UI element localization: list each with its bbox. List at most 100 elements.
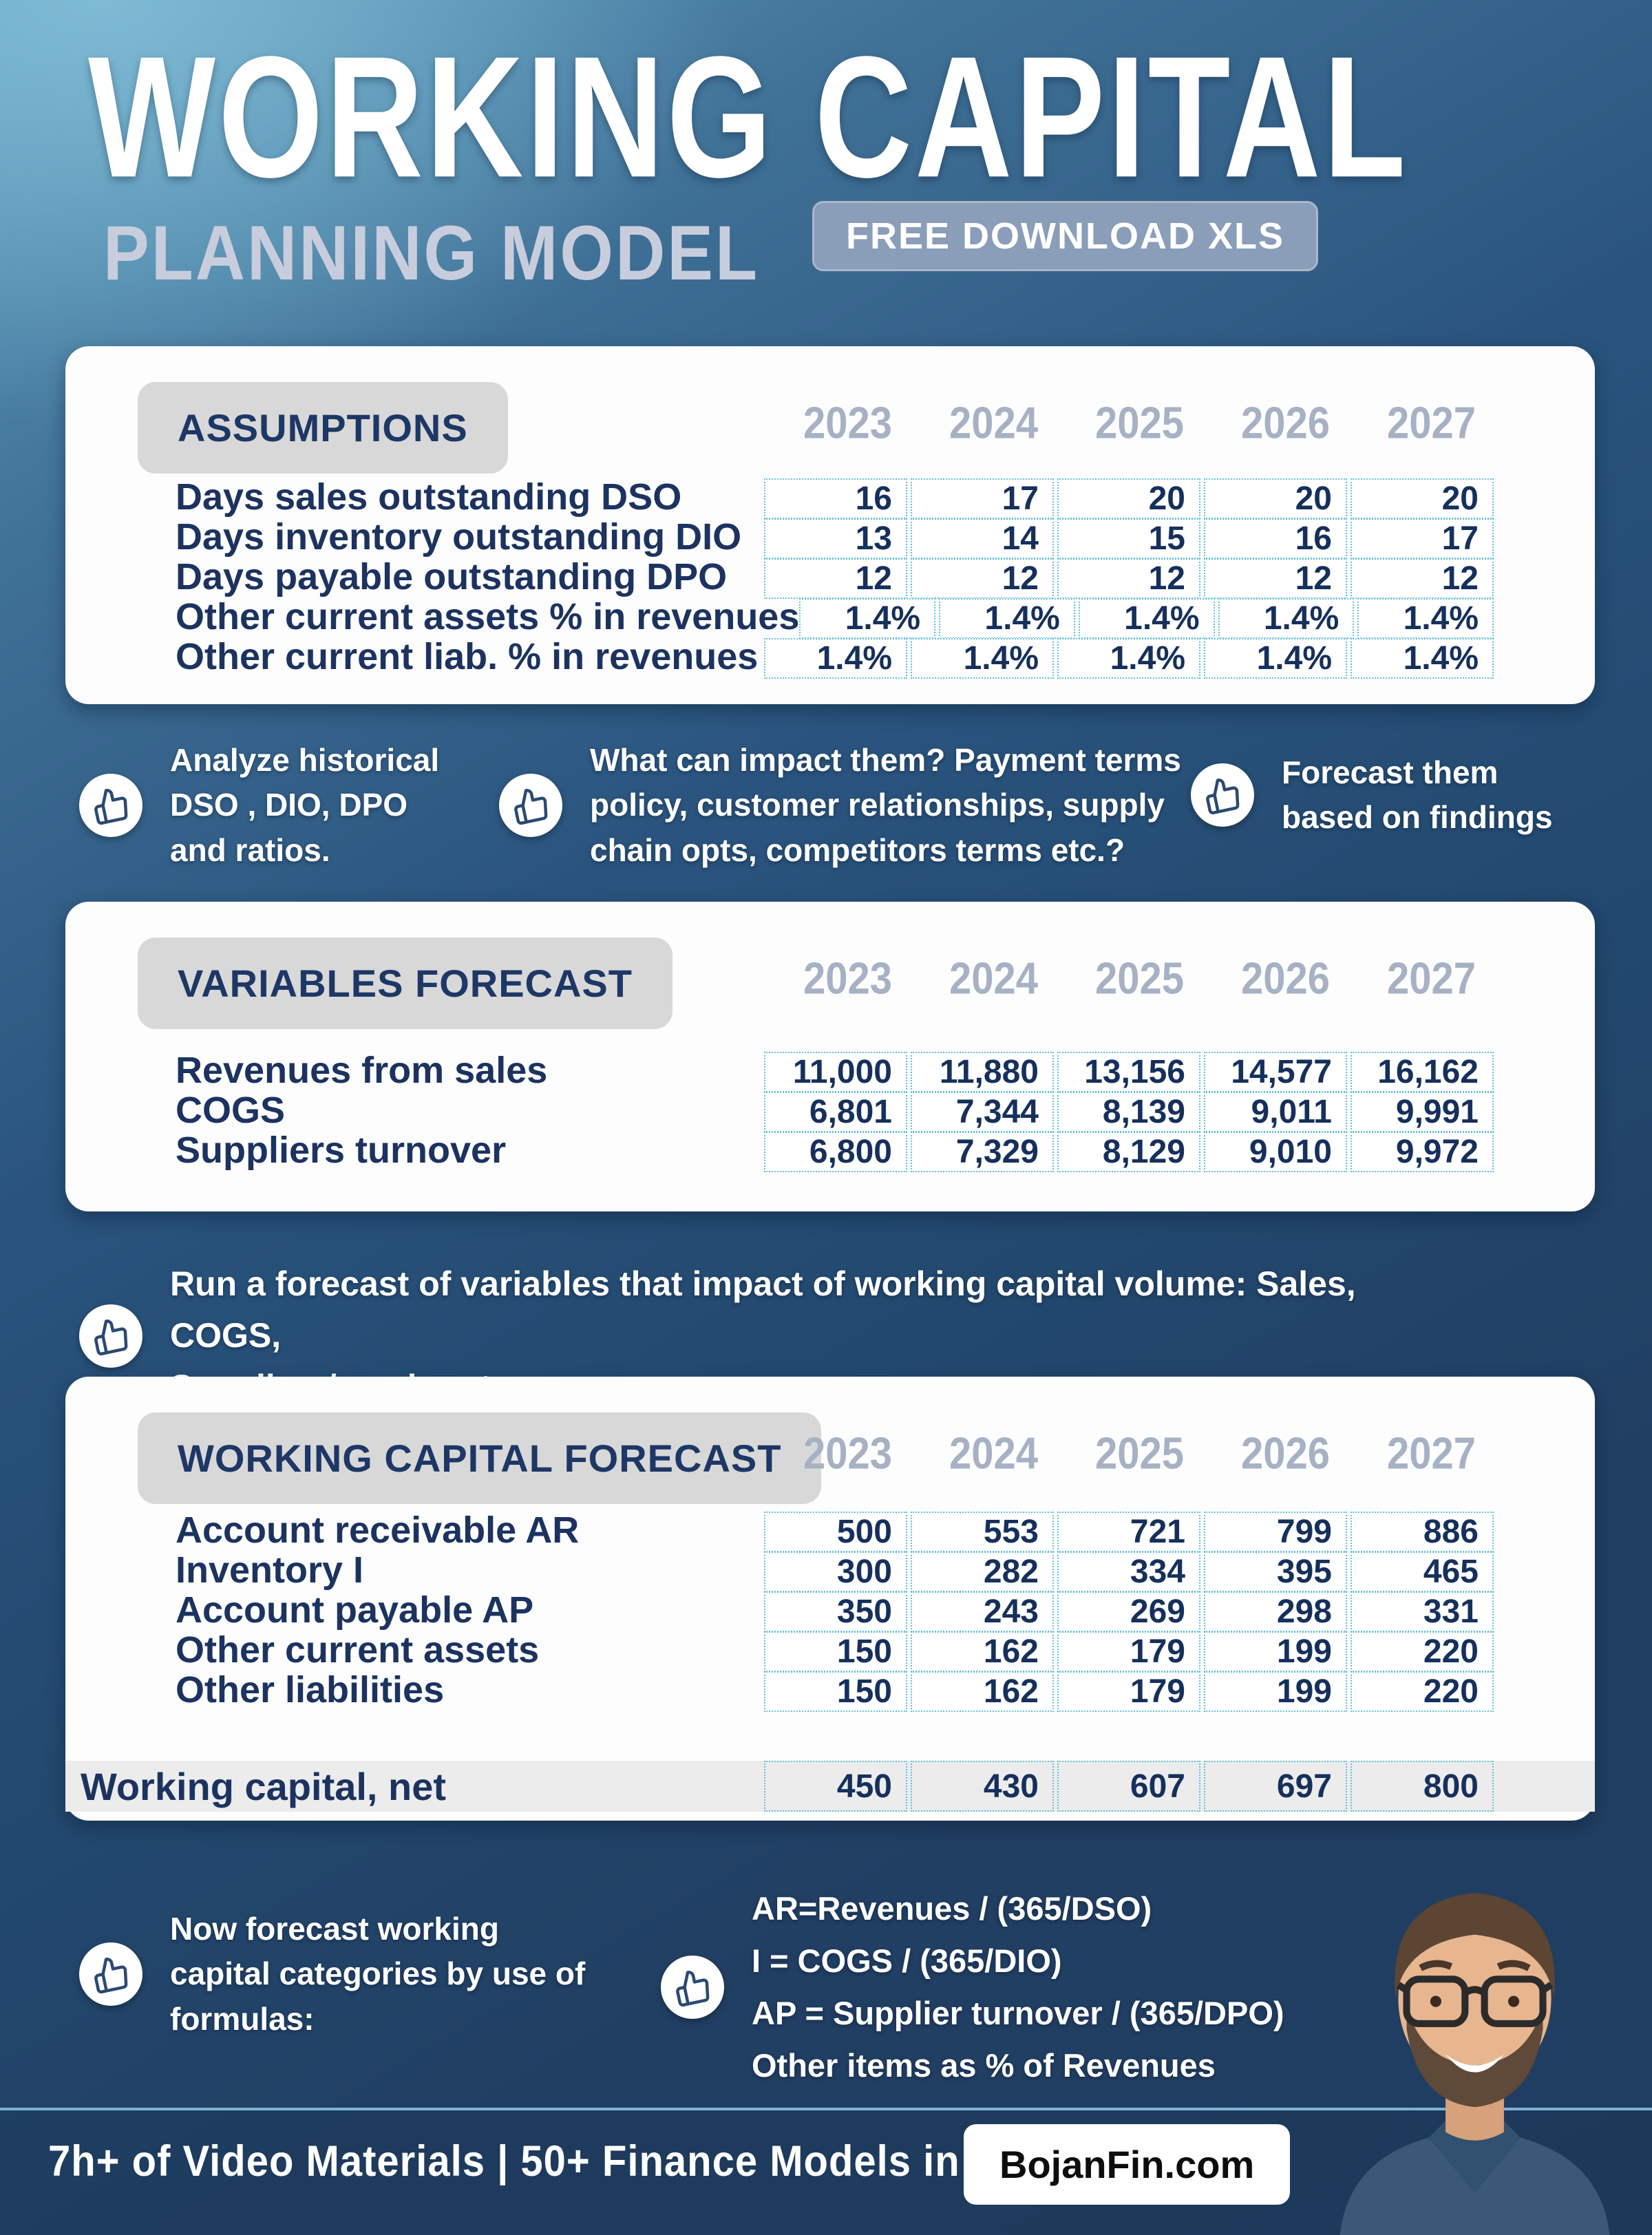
year-header: 2026 xyxy=(1240,398,1330,448)
table-cell: 721 xyxy=(1057,1512,1200,1552)
row-label: Suppliers turnover xyxy=(176,1130,507,1171)
row-label: Other current liab. % in revenues xyxy=(176,636,759,677)
variables-table: Revenues from sales 11,000 11,880 13,156… xyxy=(65,1050,1595,1172)
table-cell: 1.4% xyxy=(1057,638,1200,679)
year-header: 2027 xyxy=(1386,953,1476,1004)
table-row: Suppliers turnover 6,800 7,329 8,129 9,0… xyxy=(65,1130,1595,1172)
table-cell: 800 xyxy=(1351,1761,1494,1812)
table-cell: 553 xyxy=(911,1512,1054,1552)
table-cell: 465 xyxy=(1351,1551,1494,1592)
table-cell: 9,010 xyxy=(1204,1132,1347,1172)
table-cell: 179 xyxy=(1057,1631,1200,1672)
page-subtitle: PLANNING MODEL xyxy=(103,210,760,297)
table-cell: 7,329 xyxy=(911,1132,1054,1172)
footer-text: 7h+ of Video Materials | 50+ Finance Mod… xyxy=(48,2137,1080,2186)
table-cell: 1.4% xyxy=(1357,598,1494,639)
table-cell: 16 xyxy=(764,478,907,519)
table-cell: 12 xyxy=(911,558,1054,599)
table-cell: 11,000 xyxy=(764,1052,907,1092)
table-cell: 334 xyxy=(1057,1551,1200,1592)
working-capital-forecast-card: WORKING CAPITAL FORECAST 2023 2024 2025 202… xyxy=(65,1377,1595,1821)
table-cell: 697 xyxy=(1204,1761,1347,1812)
year-header: 2024 xyxy=(949,398,1038,448)
row-cells: 350 243 269 298 331 xyxy=(764,1591,1494,1632)
table-cell: 7,344 xyxy=(911,1092,1054,1132)
assumptions-title: ASSUMPTIONS xyxy=(138,382,508,474)
note-text: Analyze historical DSO , DIO, DPO and ra… xyxy=(170,742,440,868)
presenter-photo xyxy=(1301,1850,1649,2235)
variables-forecast-card: VARIABLES FORECAST 2023 2024 2025 2026 2027 … xyxy=(65,902,1595,1211)
formulas-text: AR=Revenues / (365/DSO) I = COGS / (365/… xyxy=(752,1890,1284,2084)
table-cell: 8,129 xyxy=(1057,1132,1200,1172)
row-cells: 13 14 15 16 17 xyxy=(764,518,1494,559)
year-header: 2023 xyxy=(803,1428,892,1479)
table-cell: 199 xyxy=(1204,1671,1347,1712)
working-capital-table: Account receivable AR 500 553 721 799 88… xyxy=(65,1510,1595,1712)
row-label: Days sales outstanding DSO xyxy=(176,476,682,518)
year-header: 2025 xyxy=(1094,953,1184,1004)
table-cell: 199 xyxy=(1204,1631,1347,1672)
table-row: Other current assets % in revenues 1.4% … xyxy=(65,596,1595,639)
net-working-capital-row: Working capital, net 450 430 607 697 800 xyxy=(65,1761,1595,1812)
note-formulas: AR=Revenues / (365/DSO) I = COGS / (365/… xyxy=(661,1883,1363,2093)
row-cells: 300 282 334 395 465 xyxy=(764,1551,1494,1592)
table-cell: 12 xyxy=(1057,558,1200,599)
table-cell: 1.4% xyxy=(1351,638,1494,679)
table-row: Account payable AP 350 243 269 298 331 xyxy=(65,1589,1595,1632)
table-cell: 12 xyxy=(1204,558,1347,599)
row-label: Working capital, net xyxy=(81,1764,447,1808)
table-cell: 1.4% xyxy=(799,598,936,639)
note-impact: What can impact them? Payment terms poli… xyxy=(499,738,1208,873)
table-cell: 500 xyxy=(764,1512,907,1552)
table-cell: 300 xyxy=(764,1551,907,1592)
row-label: Revenues from sales xyxy=(176,1050,548,1091)
table-row: Other current liab. % in revenues 1.4% 1… xyxy=(65,636,1595,679)
year-header: 2024 xyxy=(949,953,1038,1004)
table-cell: 1.4% xyxy=(911,638,1054,679)
table-cell: 331 xyxy=(1351,1591,1494,1632)
row-cells: 150 162 179 199 220 xyxy=(764,1631,1494,1672)
thumbs-up-icon xyxy=(79,773,142,837)
table-cell: 607 xyxy=(1057,1761,1200,1812)
variables-forecast-title: VARIABLES FORECAST xyxy=(138,938,673,1029)
year-header: 2023 xyxy=(803,953,892,1004)
row-cells: 6,800 7,329 8,129 9,010 9,972 xyxy=(764,1132,1494,1172)
row-label: COGS xyxy=(176,1090,286,1131)
table-cell: 20 xyxy=(1351,478,1494,519)
year-headers: 2023 2024 2025 2026 2027 xyxy=(764,1428,1494,1479)
note-text: Now forecast working capital categories … xyxy=(170,1911,586,2037)
working-capital-forecast-title: WORKING CAPITAL FORECAST xyxy=(138,1412,822,1504)
table-cell: 298 xyxy=(1204,1591,1347,1632)
table-cell: 14 xyxy=(911,518,1054,559)
table-cell: 220 xyxy=(1351,1631,1494,1672)
thumbs-up-icon xyxy=(79,1942,142,2006)
year-header: 2027 xyxy=(1386,398,1476,448)
table-row: Days sales outstanding DSO 16 17 20 20 2… xyxy=(65,476,1595,519)
page-title: WORKING CAPITAL xyxy=(88,20,1409,214)
table-cell: 269 xyxy=(1057,1591,1200,1632)
table-cell: 1.4% xyxy=(939,598,1075,639)
table-cell: 6,800 xyxy=(764,1132,907,1172)
table-row: Revenues from sales 11,000 11,880 13,156… xyxy=(65,1050,1595,1092)
table-cell: 8,139 xyxy=(1057,1092,1200,1132)
table-cell: 150 xyxy=(764,1671,907,1712)
table-cell: 150 xyxy=(764,1631,907,1672)
table-cell: 17 xyxy=(1351,518,1494,559)
brand-pill[interactable]: BojanFin.com xyxy=(964,2124,1291,2205)
row-cells: 1.4% 1.4% 1.4% 1.4% 1.4% xyxy=(799,598,1494,639)
table-cell: 179 xyxy=(1057,1671,1200,1712)
table-cell: 162 xyxy=(911,1631,1054,1672)
table-cell: 162 xyxy=(911,1671,1054,1712)
footer-divider xyxy=(0,2108,1652,2110)
year-header: 2024 xyxy=(949,1428,1038,1479)
table-cell: 20 xyxy=(1057,478,1200,519)
row-cells: 450 430 607 697 800 xyxy=(764,1761,1494,1812)
year-header: 2023 xyxy=(803,398,892,448)
note-forecast: Forecast them based on findings xyxy=(1191,750,1590,840)
table-row: Inventory I 300 282 334 395 465 xyxy=(65,1549,1595,1592)
note-now-forecast: Now forecast working capital categories … xyxy=(79,1907,602,2042)
table-cell: 1.4% xyxy=(1078,598,1215,639)
thumbs-up-icon xyxy=(499,773,562,837)
free-download-button[interactable]: FREE DOWNLOAD XLS xyxy=(812,201,1318,271)
